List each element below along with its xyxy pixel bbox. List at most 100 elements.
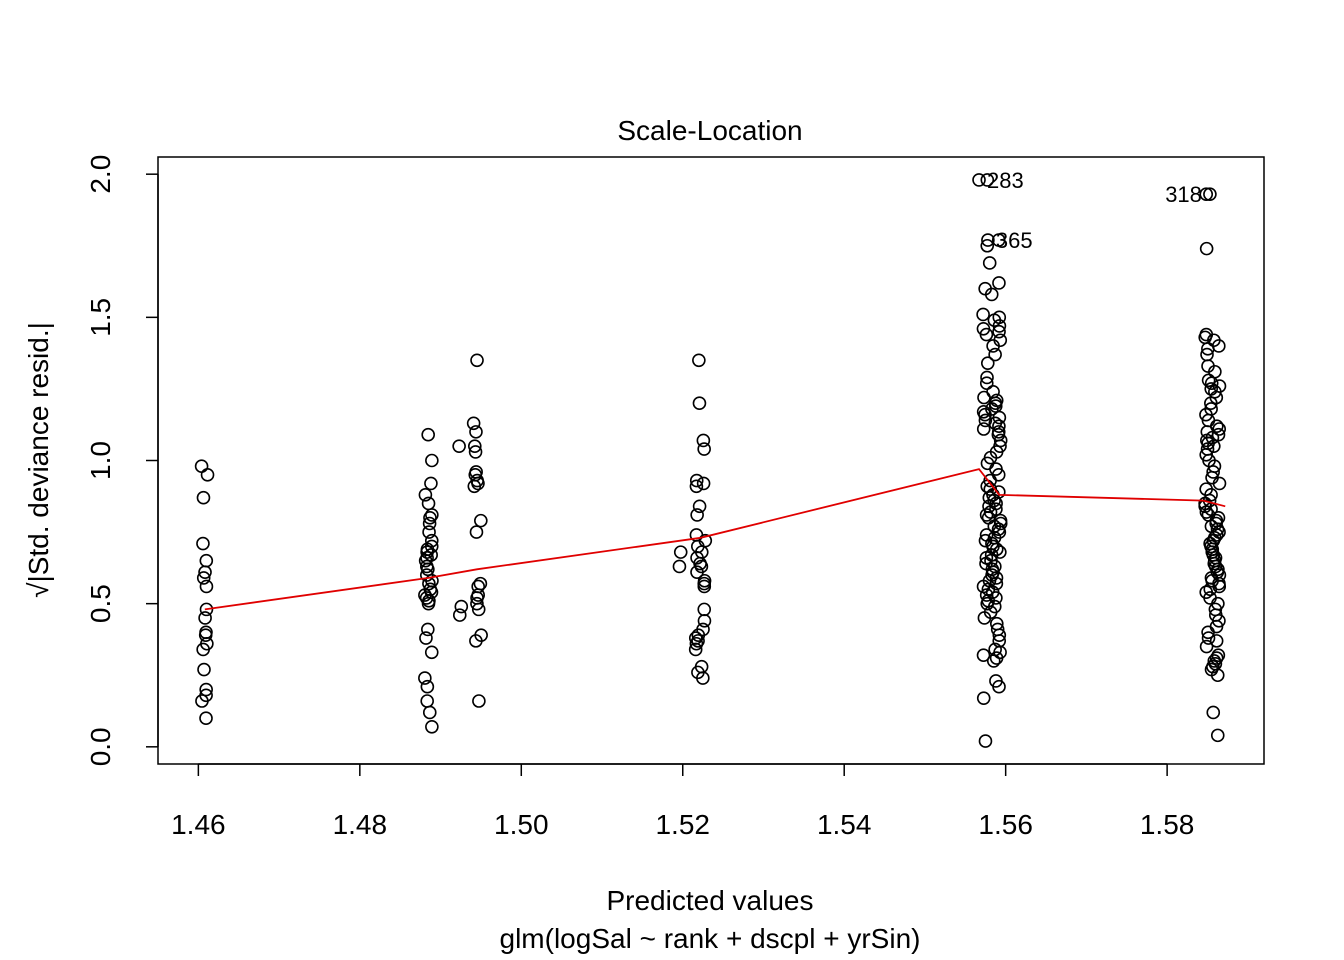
data-point <box>979 327 994 342</box>
data-point <box>696 433 711 448</box>
data-point <box>1201 625 1215 640</box>
data-point <box>469 425 483 439</box>
chart-subtitle: glm(logSal ~ rank + dscpl + yrSin) <box>500 923 921 954</box>
data-point <box>992 419 1006 433</box>
data-point <box>470 353 484 368</box>
data-point <box>196 536 210 551</box>
outlier-label: 365 <box>996 228 1033 253</box>
data-point <box>697 442 711 456</box>
data-point <box>425 508 439 522</box>
data-point <box>673 545 688 559</box>
data-point <box>692 353 706 368</box>
data-point <box>697 602 712 617</box>
data-point <box>420 545 434 559</box>
data-point <box>1208 559 1223 574</box>
data-point <box>1203 582 1218 597</box>
data-point <box>978 413 993 428</box>
data-point <box>1199 639 1214 654</box>
outlier-labels: 283 365 318 <box>972 168 1217 253</box>
data-point <box>200 468 215 482</box>
data-point <box>980 596 995 611</box>
data-point <box>992 324 1006 339</box>
data-point <box>986 654 1001 668</box>
plot-area-frame <box>157 156 1265 765</box>
data-point <box>424 533 439 548</box>
data-point <box>989 571 1004 585</box>
data-point <box>1199 505 1214 519</box>
x-axis-label: Predicted values <box>606 885 813 916</box>
data-point <box>419 591 434 605</box>
chart-title: Scale-Location <box>617 115 802 146</box>
data-point <box>1211 427 1226 442</box>
data-point <box>421 427 435 442</box>
data-point <box>696 476 711 491</box>
data-point <box>986 339 1000 353</box>
data-point <box>468 445 483 459</box>
y-axis: 0.0 0.5 1.0 1.5 2.0 <box>85 155 159 766</box>
data-point <box>1207 439 1221 453</box>
data-point <box>1210 668 1225 683</box>
data-point <box>697 579 712 594</box>
data-point <box>692 499 707 514</box>
data-point <box>196 490 211 505</box>
data-point <box>196 571 211 585</box>
data-point <box>421 562 435 577</box>
data-point <box>467 439 482 453</box>
data-point <box>697 614 712 628</box>
data-point <box>696 671 710 685</box>
data-point <box>418 553 433 568</box>
y-axis-label: √|Std. deviance resid.| <box>23 322 54 598</box>
data-point <box>691 634 705 648</box>
y-tick-label: 1.0 <box>85 441 116 480</box>
x-tick-label: 1.48 <box>333 809 388 840</box>
data-point <box>978 407 992 422</box>
x-tick-label: 1.58 <box>1140 809 1195 840</box>
data-point <box>1199 187 1214 202</box>
data-point <box>199 553 214 568</box>
data-point <box>672 559 687 574</box>
data-point <box>1206 705 1221 720</box>
x-tick-label: 1.54 <box>817 809 872 840</box>
data-point <box>991 233 1006 247</box>
data-point <box>198 611 212 625</box>
data-point <box>690 565 704 579</box>
data-point <box>689 473 704 488</box>
data-point <box>454 599 469 614</box>
data-point <box>196 642 210 657</box>
data-point <box>993 545 1007 559</box>
data-point <box>199 711 213 725</box>
data-point <box>199 602 214 617</box>
data-point <box>980 356 995 370</box>
data-point <box>1209 651 1224 665</box>
y-tick-label: 0.5 <box>85 584 116 623</box>
outlier-point <box>981 233 995 247</box>
data-point <box>976 648 991 662</box>
y-tick-label: 2.0 <box>85 155 116 194</box>
data-point <box>469 525 484 539</box>
smooth-trend-line <box>204 468 1226 611</box>
data-point <box>423 510 437 525</box>
data-point <box>425 719 439 734</box>
data-point <box>420 694 434 708</box>
outlier-label: 283 <box>987 168 1024 193</box>
data-point <box>467 479 482 494</box>
data-point <box>422 525 436 539</box>
data-point <box>470 596 484 611</box>
x-axis: 1.46 1.48 1.50 1.52 1.54 1.56 1.58 <box>171 763 1195 840</box>
data-point <box>983 505 998 519</box>
x-tick-label: 1.52 <box>655 809 710 840</box>
data-point <box>452 439 466 453</box>
data-points <box>194 173 1227 748</box>
data-point <box>425 453 439 468</box>
data-point <box>993 516 1008 531</box>
outlier-point <box>1203 187 1217 202</box>
data-point <box>420 679 435 694</box>
data-point <box>992 679 1006 694</box>
data-point <box>424 645 439 660</box>
data-point <box>979 376 994 390</box>
data-point <box>688 642 703 657</box>
x-tick-label: 1.50 <box>494 809 549 840</box>
data-point <box>1201 342 1215 356</box>
data-point <box>422 516 437 531</box>
